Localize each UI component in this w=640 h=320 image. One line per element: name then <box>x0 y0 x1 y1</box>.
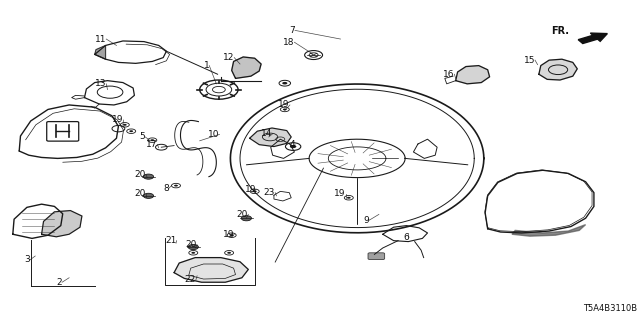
Text: 8: 8 <box>163 184 169 193</box>
Text: 20: 20 <box>186 240 197 249</box>
Text: 16: 16 <box>443 70 454 79</box>
Circle shape <box>143 174 154 179</box>
Text: 12: 12 <box>223 53 234 62</box>
Text: 18: 18 <box>283 38 294 47</box>
Polygon shape <box>539 59 577 80</box>
Text: 4: 4 <box>289 140 295 149</box>
Circle shape <box>230 234 234 236</box>
Circle shape <box>282 82 287 84</box>
Circle shape <box>174 185 178 187</box>
Text: 20: 20 <box>237 210 248 219</box>
Text: 19: 19 <box>223 230 234 239</box>
Text: 11: 11 <box>95 35 106 44</box>
Circle shape <box>191 252 195 254</box>
Text: FR.: FR. <box>552 26 570 36</box>
Text: 1: 1 <box>204 61 209 70</box>
Text: 23: 23 <box>264 188 275 197</box>
Circle shape <box>188 244 198 250</box>
Circle shape <box>283 108 287 110</box>
Text: 10: 10 <box>208 130 220 139</box>
Polygon shape <box>250 128 291 147</box>
Text: 17: 17 <box>146 140 157 149</box>
Text: 19: 19 <box>278 100 290 109</box>
Text: 21: 21 <box>165 236 177 245</box>
Polygon shape <box>42 211 82 237</box>
FancyArrow shape <box>578 33 607 44</box>
Circle shape <box>227 252 231 254</box>
FancyBboxPatch shape <box>368 253 385 260</box>
Text: 13: 13 <box>95 79 106 88</box>
Circle shape <box>143 193 154 198</box>
Polygon shape <box>232 57 261 78</box>
Circle shape <box>290 145 296 148</box>
Polygon shape <box>456 66 490 84</box>
Text: T5A4B3110B: T5A4B3110B <box>582 304 637 313</box>
Text: 5: 5 <box>140 132 145 141</box>
Polygon shape <box>95 45 106 59</box>
Text: 2: 2 <box>56 278 62 287</box>
Circle shape <box>129 130 133 132</box>
Circle shape <box>123 124 127 126</box>
Text: 14: 14 <box>261 129 273 138</box>
Text: 22: 22 <box>184 276 196 284</box>
Text: 20: 20 <box>134 189 146 198</box>
Text: 15: 15 <box>524 56 535 65</box>
Circle shape <box>241 216 252 221</box>
Circle shape <box>347 197 351 199</box>
Text: 6: 6 <box>403 233 409 242</box>
Text: 19: 19 <box>112 116 124 124</box>
Text: 20: 20 <box>134 170 146 179</box>
Text: 7: 7 <box>289 26 295 35</box>
Text: 19: 19 <box>244 185 256 194</box>
Circle shape <box>253 190 257 192</box>
Polygon shape <box>512 225 586 236</box>
Polygon shape <box>174 258 248 282</box>
Circle shape <box>150 139 154 141</box>
Text: 19: 19 <box>334 189 346 198</box>
Text: 9: 9 <box>364 216 369 225</box>
Text: 3: 3 <box>24 255 30 264</box>
